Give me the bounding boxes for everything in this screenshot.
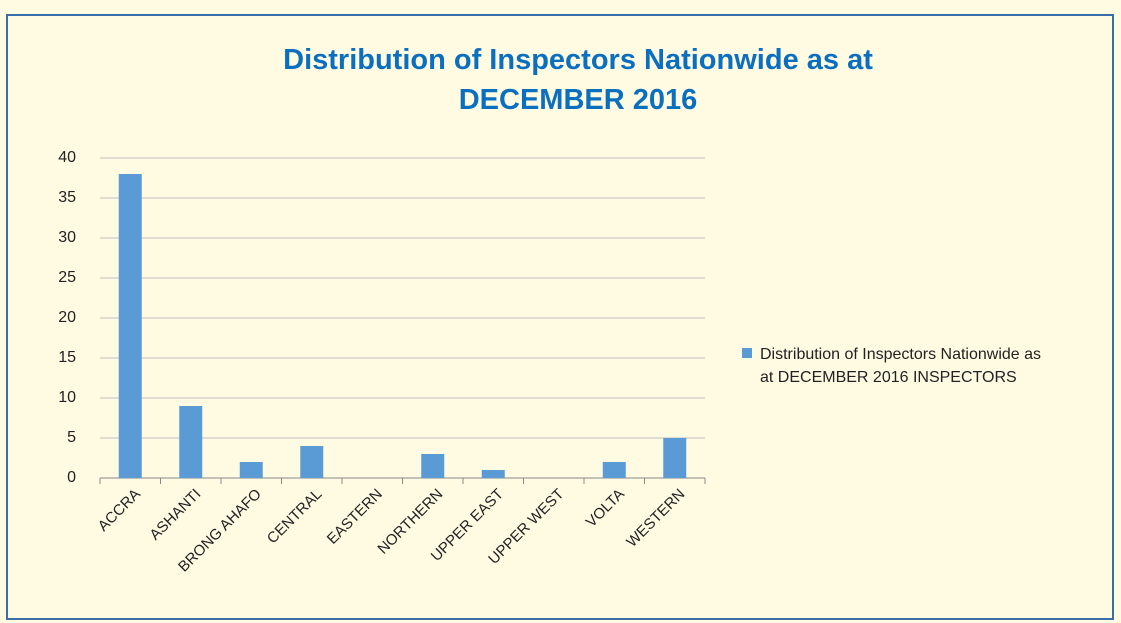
bar bbox=[118, 174, 142, 478]
bar bbox=[602, 462, 626, 478]
x-tick-label: VOLTA bbox=[583, 486, 628, 531]
y-tick-label: 0 bbox=[67, 469, 76, 486]
x-tick-label: WESTERN bbox=[623, 486, 688, 551]
y-tick-label: 35 bbox=[58, 189, 76, 206]
chart-title: Distribution of Inspectors Nationwide as… bbox=[283, 44, 873, 116]
x-tick-label: EASTERN bbox=[324, 486, 386, 548]
y-tick-label: 15 bbox=[58, 349, 76, 366]
x-tick-label: ACCRA bbox=[95, 486, 144, 535]
legend-swatch bbox=[742, 348, 752, 358]
x-tick-label: ASHANTI bbox=[146, 486, 204, 544]
chart-frame bbox=[6, 14, 1114, 620]
y-tick-label: 40 bbox=[58, 149, 76, 166]
y-tick-label: 25 bbox=[58, 269, 76, 286]
y-tick-label: 10 bbox=[58, 389, 76, 406]
bar bbox=[239, 462, 263, 478]
legend-label: Distribution of Inspectors Nationwide as… bbox=[760, 346, 1042, 386]
bar bbox=[663, 438, 687, 478]
y-tick-label: 30 bbox=[58, 229, 76, 246]
bar bbox=[179, 406, 203, 478]
y-tick-label: 5 bbox=[67, 429, 76, 446]
bar bbox=[421, 454, 445, 478]
bar bbox=[300, 446, 324, 478]
bar bbox=[481, 470, 505, 478]
legend: Distribution of Inspectors Nationwide as… bbox=[742, 343, 1045, 389]
y-tick-label: 20 bbox=[58, 309, 76, 326]
x-tick-label: CENTRAL bbox=[264, 486, 326, 548]
